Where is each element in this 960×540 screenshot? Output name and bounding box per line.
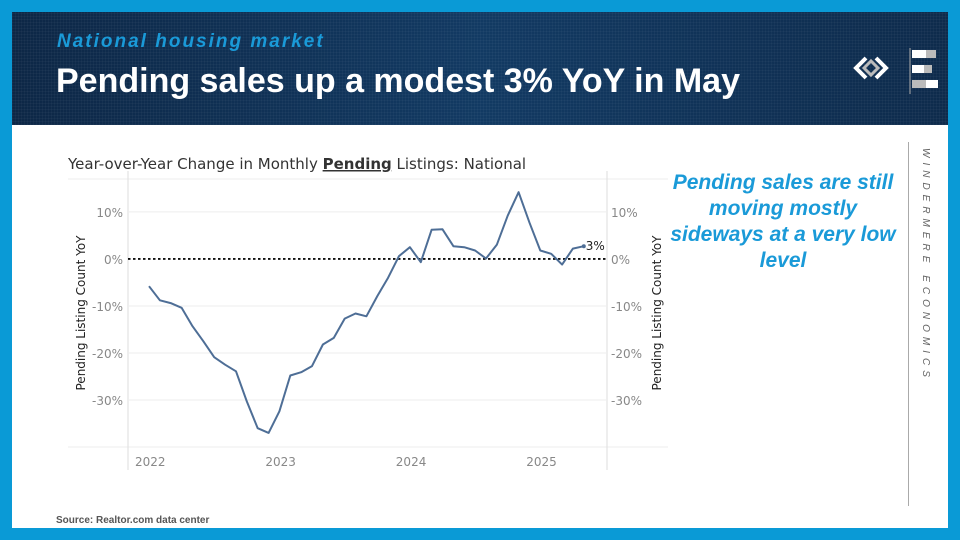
- y-tick-label-left: -20%: [92, 347, 123, 361]
- brand-text: WINDERMERE ECONOMICS: [920, 148, 931, 382]
- y-tick-label-right: -20%: [611, 347, 642, 361]
- callout-text: Pending sales are still moving mostly si…: [670, 171, 896, 272]
- x-tick-label: 2024: [396, 455, 427, 469]
- data-point: [581, 244, 586, 249]
- series-line: [148, 191, 585, 434]
- y-axis-label-right: Pending Listing Count YoY: [650, 235, 664, 391]
- chart-title-part: Year-over-Year Change in Monthly: [67, 155, 323, 173]
- x-tick-label: 2023: [265, 455, 296, 469]
- y-tick-label-right: 10%: [611, 206, 638, 220]
- y-tick-label-right: -30%: [611, 394, 642, 408]
- y-tick-label-right: 0%: [611, 253, 630, 267]
- divider: [908, 142, 909, 506]
- y-tick-label-right: -10%: [611, 300, 642, 314]
- header-banner: National housing market Pending sales up…: [12, 12, 948, 125]
- end-value-label: 3%: [586, 239, 605, 253]
- windermere-logo-icon: [853, 48, 938, 94]
- slide-title: Pending sales up a modest 3% YoY in May: [56, 62, 740, 100]
- y-tick-label-left: 10%: [96, 206, 123, 220]
- content-panel: [12, 125, 948, 528]
- x-tick-label: 2025: [526, 455, 557, 469]
- source-note: Source: Realtor.com data center: [56, 515, 210, 526]
- chart-title: Year-over-Year Change in Monthly Pending…: [67, 155, 526, 173]
- chart-title-part: Pending: [323, 155, 392, 173]
- y-tick-label-left: -10%: [92, 300, 123, 314]
- y-axis-label-left: Pending Listing Count YoY: [74, 235, 88, 391]
- section-kicker: National housing market: [57, 31, 325, 52]
- chart-title-part: Listings: National: [392, 155, 526, 173]
- y-tick-label-left: 0%: [104, 253, 123, 267]
- x-tick-label: 2022: [135, 455, 166, 469]
- y-tick-label-left: -30%: [92, 394, 123, 408]
